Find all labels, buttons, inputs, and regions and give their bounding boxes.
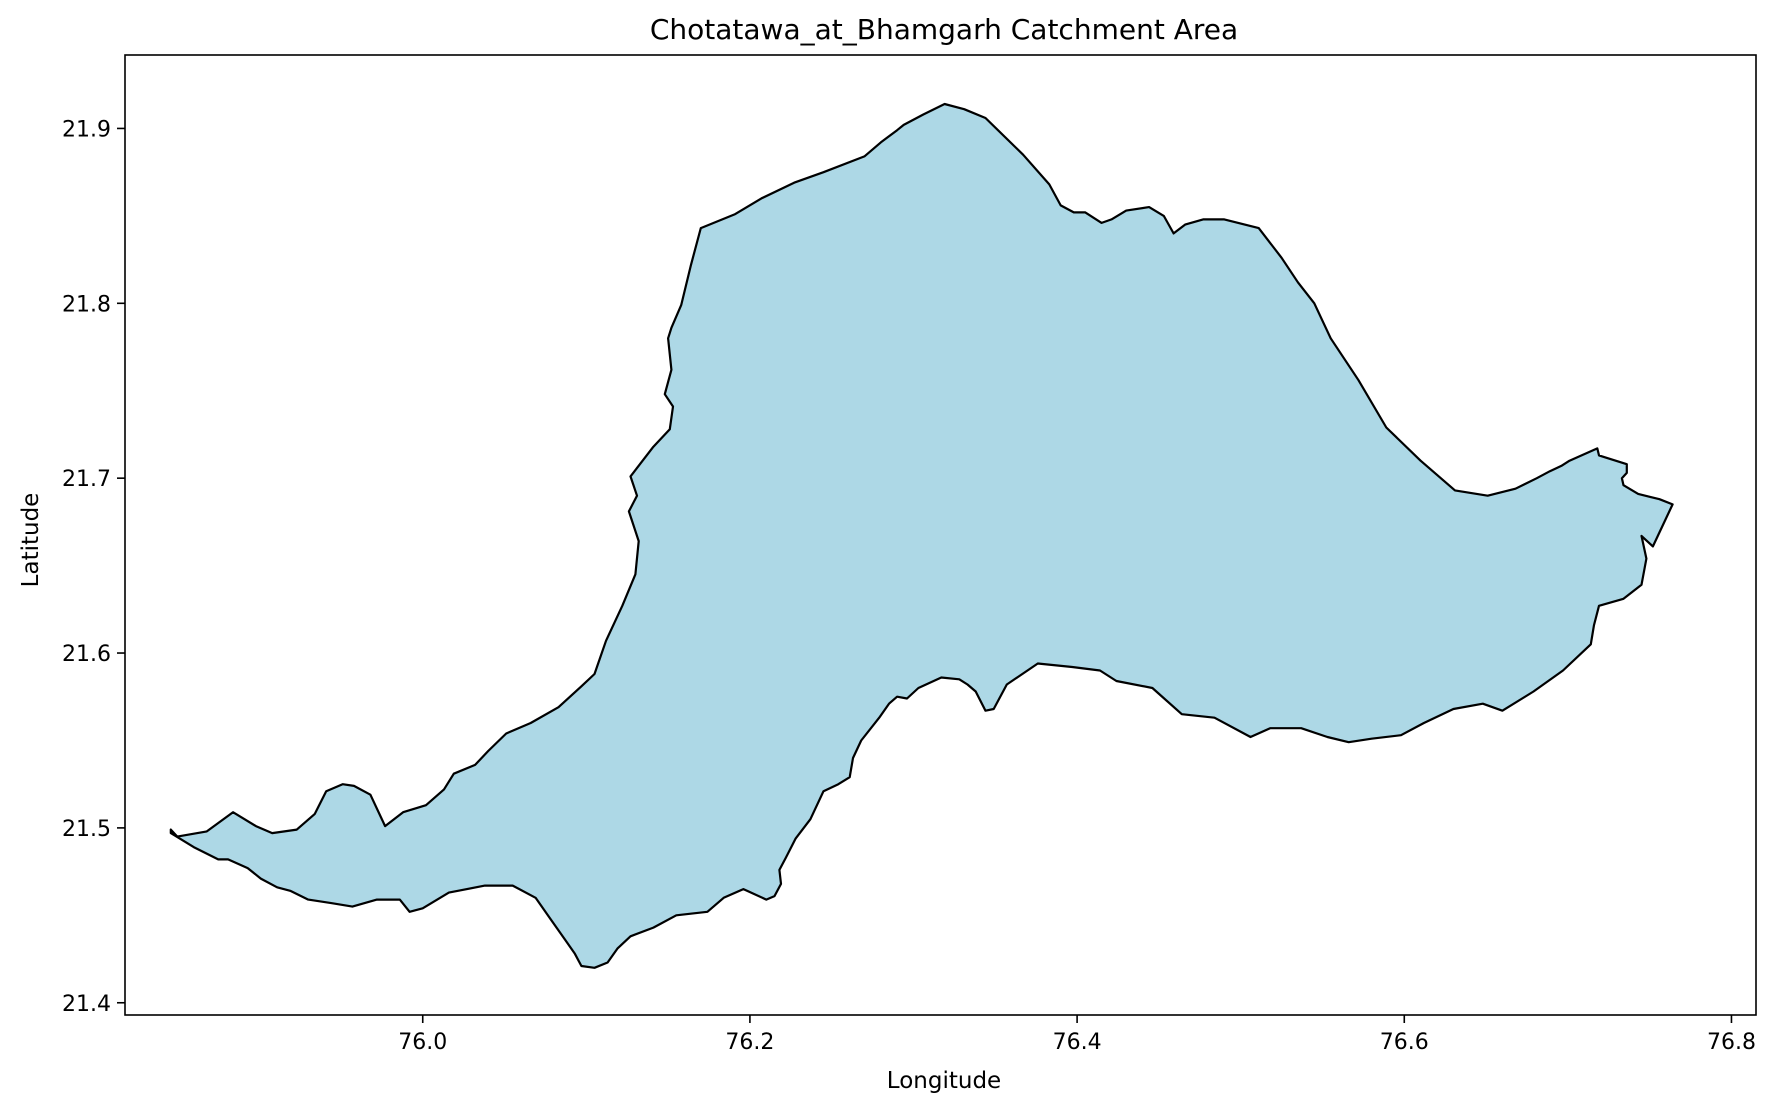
y-axis-label: Latitude	[18, 493, 44, 588]
y-tick-label: 21.7	[62, 467, 111, 492]
y-axis-ticks: 21.4 21.5 21.6 21.7 21.8 21.9	[62, 117, 125, 1017]
x-tick-label: 76.6	[1380, 1030, 1429, 1055]
x-tick-label: 76.2	[725, 1030, 774, 1055]
x-tick-label: 76.0	[398, 1030, 447, 1055]
x-tick-label: 76.8	[1707, 1030, 1756, 1055]
plot-area	[124, 54, 1757, 1016]
y-tick-label: 21.6	[62, 642, 111, 667]
y-tick-label: 21.4	[62, 992, 111, 1017]
x-axis-ticks: 76.0 76.2 76.4 76.6 76.8	[398, 1015, 1756, 1055]
axes-frame	[124, 54, 1757, 1016]
x-tick-label: 76.4	[1053, 1030, 1102, 1055]
x-axis-label: Longitude	[887, 1068, 1001, 1094]
catchment-polygon	[169, 102, 1674, 969]
chart-title: Chotatawa_at_Bhamgarh Catchment Area	[650, 13, 1238, 46]
y-tick-label: 21.8	[62, 292, 111, 317]
y-tick-label: 21.5	[62, 817, 111, 842]
y-tick-label: 21.9	[62, 117, 111, 142]
